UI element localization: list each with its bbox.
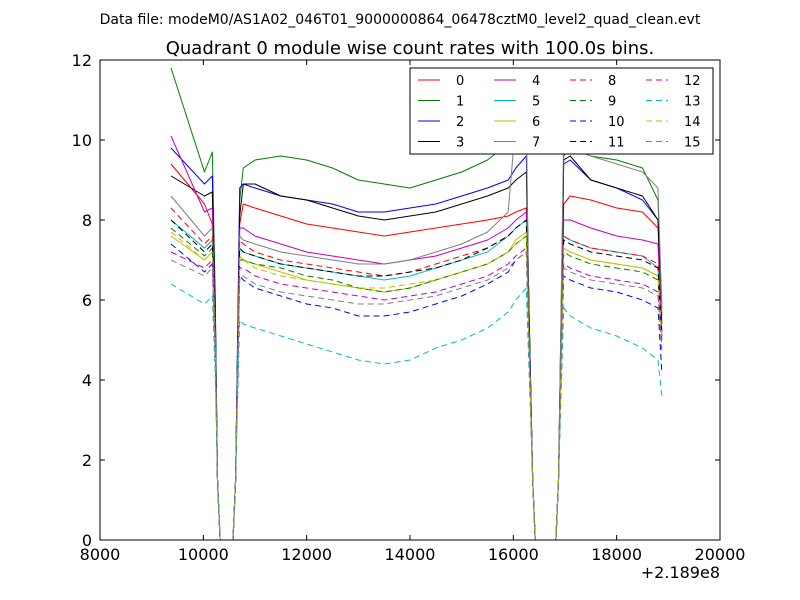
x-offset-label: +2.189e8 — [641, 563, 720, 582]
x-tick-label: 16000 — [488, 545, 539, 564]
legend-label-9: 9 — [608, 95, 616, 110]
legend-label-12: 12 — [684, 74, 701, 89]
legend-label-10: 10 — [608, 115, 625, 130]
series-line-3 — [170, 155, 663, 540]
y-tick-label: 2 — [82, 451, 92, 470]
legend-label-7: 7 — [532, 136, 540, 151]
x-tick-label: 8000 — [80, 545, 121, 564]
series-line-14 — [170, 231, 663, 540]
series-line-13 — [170, 283, 663, 540]
x-tick-label: 10000 — [178, 545, 229, 564]
x-tick-label: 12000 — [281, 545, 332, 564]
legend-label-1: 1 — [456, 95, 464, 110]
x-tick-label: 18000 — [591, 545, 642, 564]
series-line-1 — [170, 67, 663, 540]
series-line-8 — [170, 207, 663, 540]
plot-area — [170, 67, 663, 540]
y-tick-label: 4 — [82, 371, 92, 390]
legend-label-2: 2 — [456, 115, 464, 130]
series-line-10 — [170, 243, 663, 540]
y-tick-label: 12 — [72, 51, 92, 70]
legend-label-0: 0 — [456, 74, 464, 89]
x-tick-label: 14000 — [385, 545, 436, 564]
legend-label-3: 3 — [456, 136, 464, 151]
legend-label-5: 5 — [532, 95, 540, 110]
series-line-15 — [170, 251, 663, 540]
y-tick-label: 8 — [82, 211, 92, 230]
axes: 8000 10000 12000 14000 16000 18000 20000 0 2 4 6 8 1… — [72, 51, 746, 564]
legend-box — [409, 67, 714, 155]
series-line-11 — [170, 219, 663, 540]
legend-label-13: 13 — [684, 95, 701, 110]
legend-label-15: 15 — [684, 136, 701, 151]
x-tick-label: 20000 — [695, 545, 746, 564]
legend-label-6: 6 — [532, 115, 540, 130]
legend-label-11: 11 — [608, 136, 625, 151]
y-tick-label: 6 — [82, 291, 92, 310]
series-line-0 — [170, 163, 663, 540]
y-tick-label: 10 — [72, 131, 92, 150]
legend-label-14: 14 — [684, 115, 701, 130]
legend-label-8: 8 — [608, 74, 616, 89]
data-file-label: Data file: modeM0/AS1A02_046T01_90000008… — [100, 12, 701, 28]
y-tick-label: 0 — [82, 531, 92, 550]
chart-title: Quadrant 0 module wise count rates with … — [166, 38, 655, 59]
legend-label-4: 4 — [532, 74, 540, 89]
series-line-4 — [170, 135, 663, 540]
series-line-2 — [170, 147, 663, 540]
